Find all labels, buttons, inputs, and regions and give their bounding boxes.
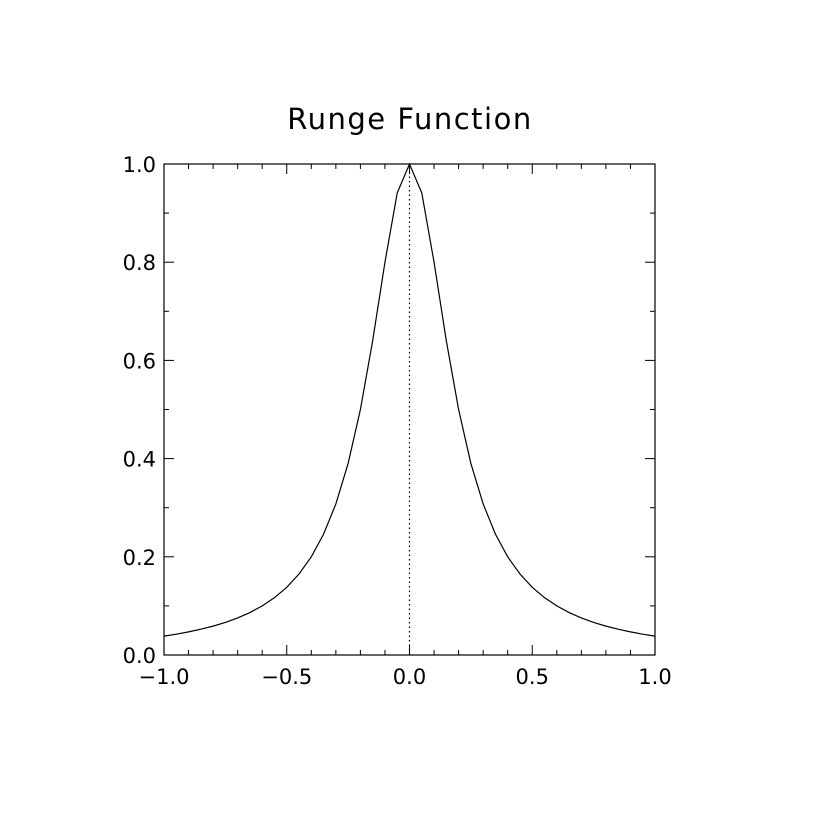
plot-frame xyxy=(163,163,656,656)
plot-marks: −1.0 −0.5 0.0 0.5 1.0 0.0 0.2 0.4 0.6 0.8 1.0 xyxy=(123,153,672,689)
y-tick-label: 0.0 xyxy=(123,644,156,668)
x-tick-label: 1.0 xyxy=(638,665,671,689)
y-tick-label: 0.6 xyxy=(123,349,156,373)
x-tick-label: −0.5 xyxy=(261,665,312,689)
chart-title: Runge Function xyxy=(287,102,532,136)
x-tick-label: −1.0 xyxy=(139,665,190,689)
y-tick-label: 0.2 xyxy=(123,546,156,570)
y-tick-label: 1.0 xyxy=(123,153,156,177)
y-tick-label: 0.8 xyxy=(123,251,156,275)
y-tick-label: 0.4 xyxy=(123,448,156,472)
x-tick-label: 0.5 xyxy=(516,665,549,689)
x-tick-label: 0.0 xyxy=(393,665,426,689)
runge-curve-line xyxy=(163,162,656,637)
